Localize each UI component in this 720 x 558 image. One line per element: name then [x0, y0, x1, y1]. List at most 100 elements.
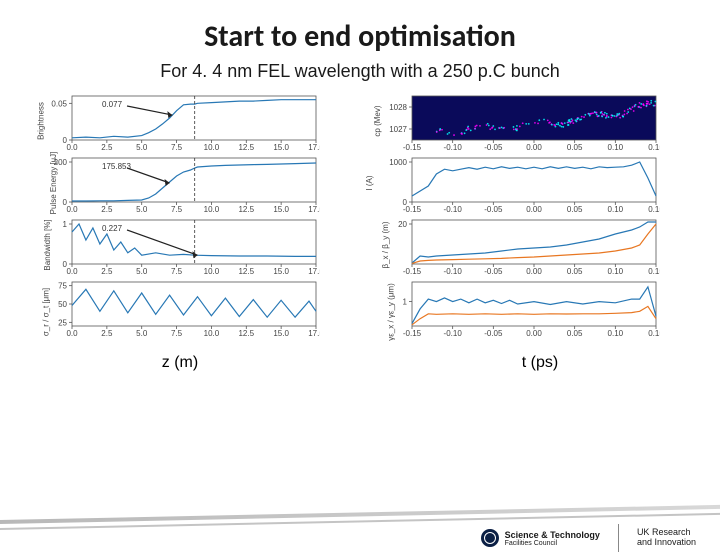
svg-text:17.5: 17.5 — [308, 205, 320, 214]
svg-text:2.5: 2.5 — [101, 143, 113, 152]
svg-text:7.5: 7.5 — [171, 143, 183, 152]
svg-text:10.0: 10.0 — [204, 205, 220, 214]
svg-text:12.5: 12.5 — [238, 143, 254, 152]
svg-text:-0.10: -0.10 — [444, 143, 463, 152]
stfc-icon — [481, 529, 499, 547]
svg-text:7.5: 7.5 — [171, 205, 183, 214]
footer-divider — [618, 524, 619, 552]
svg-text:-0.05: -0.05 — [484, 329, 503, 338]
svg-text:0.05: 0.05 — [567, 267, 583, 276]
svg-text:-0.15: -0.15 — [403, 205, 422, 214]
svg-text:12.5: 12.5 — [238, 329, 254, 338]
svg-text:0.05: 0.05 — [567, 143, 583, 152]
xlabel-right: t (ps) — [522, 354, 558, 372]
chart-annotation: 0.077 — [102, 100, 122, 109]
svg-text:10.0: 10.0 — [204, 267, 220, 276]
svg-text:0.10: 0.10 — [608, 329, 624, 338]
svg-text:17.5: 17.5 — [308, 267, 320, 276]
chart-panel: 25 50 75 0.0 2.5 5.0 7.5 10.0 12.5 15.0 17.5 σ_r / … — [30, 276, 350, 348]
svg-text:10.0: 10.0 — [204, 143, 220, 152]
svg-text:0.10: 0.10 — [608, 205, 624, 214]
y-axis-label: Bandwidth [%] — [43, 219, 52, 270]
svg-text:75: 75 — [58, 282, 67, 291]
chart-panel: 20 -0.15 -0.10 -0.05 0.00 0.05 0.10 0.15 β_x / β… — [370, 214, 690, 276]
svg-text:12.5: 12.5 — [238, 205, 254, 214]
svg-text:-0.10: -0.10 — [444, 267, 463, 276]
chart-panel: 02000.02.55.07.510.012.515.017.5Pulse En… — [30, 152, 350, 214]
svg-text:10.0: 10.0 — [204, 329, 220, 338]
page-subtitle: For 4. 4 nm FEL wavelength with a 250 p.… — [0, 61, 720, 82]
svg-text:-0.15: -0.15 — [403, 267, 422, 276]
svg-text:7.5: 7.5 — [171, 329, 183, 338]
right-column: 1027 1028 -0.15 -0.10 -0.05 0.00 0.05 0.10 0.15 c… — [370, 90, 690, 348]
svg-text:5.0: 5.0 — [136, 329, 148, 338]
y-axis-label: cp (Mev) — [373, 105, 382, 136]
stfc-logo: Science & Technology Facilities Council — [481, 529, 600, 547]
svg-text:0.15: 0.15 — [648, 329, 660, 338]
xlabel-left: z (m) — [162, 354, 198, 372]
chart-panel: 01000-0.15-0.10-0.050.000.050.100.15I (A… — [370, 152, 690, 214]
svg-text:2.5: 2.5 — [101, 329, 113, 338]
svg-text:-0.05: -0.05 — [484, 267, 503, 276]
y-axis-label: σ_r / σ_t [μm] — [42, 288, 51, 336]
svg-text:0.00: 0.00 — [526, 205, 542, 214]
svg-text:0.0: 0.0 — [66, 205, 78, 214]
x-axis-labels: z (m) t (ps) — [0, 354, 720, 372]
ukri-text-2: and Innovation — [637, 538, 696, 548]
svg-text:-0.10: -0.10 — [444, 329, 463, 338]
svg-text:0.0: 0.0 — [66, 143, 78, 152]
ukri-logo: UK Research and Innovation — [637, 528, 696, 548]
svg-text:0.15: 0.15 — [648, 267, 660, 276]
y-axis-label: Pulse Energy [uJ] — [49, 152, 58, 215]
svg-text:1028: 1028 — [389, 103, 407, 112]
y-axis-label: β_x / β_y (m) — [381, 222, 390, 269]
svg-text:0.05: 0.05 — [567, 205, 583, 214]
footer-logos: Science & Technology Facilities Council … — [481, 524, 696, 552]
svg-text:0.15: 0.15 — [648, 205, 660, 214]
svg-text:15.0: 15.0 — [273, 205, 289, 214]
footer: Science & Technology Facilities Council … — [0, 502, 720, 558]
page-title: Start to end optimisation — [0, 18, 720, 55]
svg-text:0.10: 0.10 — [608, 267, 624, 276]
svg-text:-0.10: -0.10 — [444, 205, 463, 214]
chart-grid: 00.050.02.55.07.510.012.515.017.5Brightn… — [0, 82, 720, 348]
svg-text:5.0: 5.0 — [136, 205, 148, 214]
svg-text:0.00: 0.00 — [526, 267, 542, 276]
stfc-text-1: Science & Technology — [505, 530, 600, 540]
svg-text:25: 25 — [58, 318, 67, 327]
y-axis-label: I (A) — [365, 175, 374, 190]
svg-text:50: 50 — [58, 300, 67, 309]
y-axis-label: Brightness — [36, 102, 45, 140]
svg-text:0.10: 0.10 — [608, 143, 624, 152]
svg-text:17.5: 17.5 — [308, 143, 320, 152]
svg-text:1: 1 — [63, 220, 68, 229]
chart-panel: 1027 1028 -0.15 -0.10 -0.05 0.00 0.05 0.10 0.15 c… — [370, 90, 690, 152]
svg-text:0.05: 0.05 — [51, 99, 67, 108]
svg-text:1027: 1027 — [389, 125, 407, 134]
svg-text:0.00: 0.00 — [526, 143, 542, 152]
svg-text:0.05: 0.05 — [567, 329, 583, 338]
svg-text:7.5: 7.5 — [171, 267, 183, 276]
chart-panel: 00.050.02.55.07.510.012.515.017.5Brightn… — [30, 90, 350, 152]
svg-text:1: 1 — [403, 298, 408, 307]
svg-text:15.0: 15.0 — [273, 329, 289, 338]
left-column: 00.050.02.55.07.510.012.515.017.5Brightn… — [30, 90, 350, 348]
svg-text:0.0: 0.0 — [66, 267, 78, 276]
svg-text:-0.15: -0.15 — [403, 143, 422, 152]
svg-text:20: 20 — [398, 220, 407, 229]
stfc-text-2: Facilities Council — [505, 540, 600, 547]
svg-text:-0.05: -0.05 — [484, 143, 503, 152]
svg-text:17.5: 17.5 — [308, 329, 320, 338]
chart-panel: 1-0.15-0.10-0.050.000.050.100.15γε_x / γ… — [370, 276, 690, 348]
svg-text:5.0: 5.0 — [136, 143, 148, 152]
svg-text:2.5: 2.5 — [101, 205, 113, 214]
svg-text:0.00: 0.00 — [526, 329, 542, 338]
svg-text:15.0: 15.0 — [273, 143, 289, 152]
chart-panel: 010.02.55.07.510.012.515.017.5Bandwidth … — [30, 214, 350, 276]
svg-text:0.0: 0.0 — [66, 329, 78, 338]
svg-text:-0.05: -0.05 — [484, 205, 503, 214]
svg-text:0.15: 0.15 — [648, 143, 660, 152]
svg-text:2.5: 2.5 — [101, 267, 113, 276]
svg-text:15.0: 15.0 — [273, 267, 289, 276]
chart-annotation: 0.227 — [102, 224, 122, 233]
